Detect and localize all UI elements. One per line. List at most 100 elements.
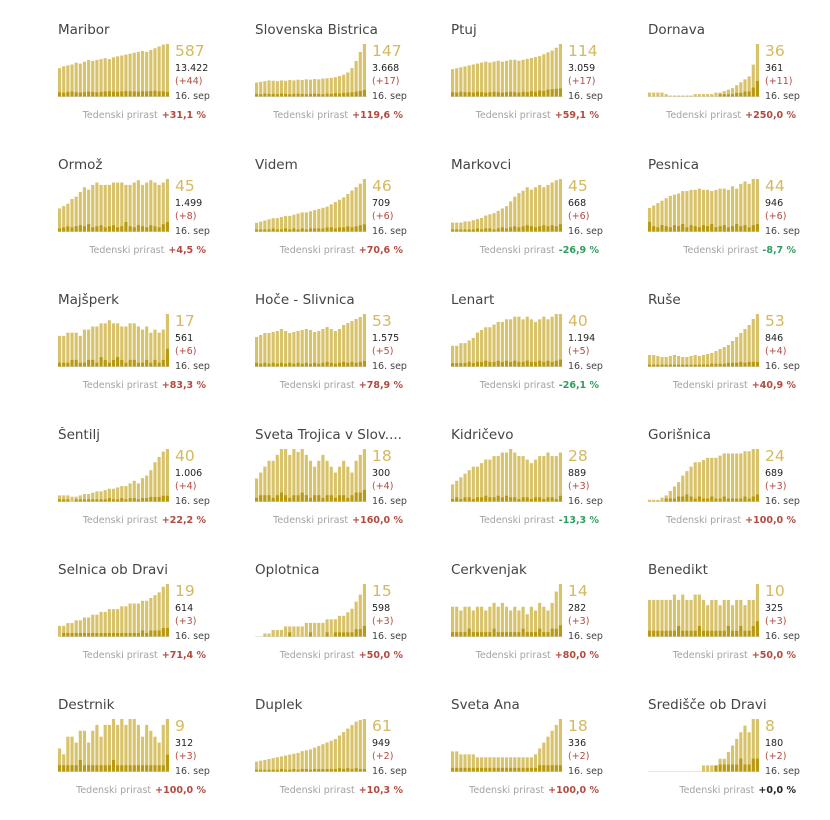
active-cases-bar <box>735 738 739 772</box>
new-cases-bar <box>263 495 267 502</box>
new-cases-bar <box>120 226 124 232</box>
active-cases-bar <box>275 331 279 367</box>
active-cases-bar <box>463 343 467 367</box>
active-cases-bar <box>722 347 726 367</box>
active-cases-bar <box>267 460 271 502</box>
new-cases-bar <box>480 497 484 502</box>
active-cases-bar <box>136 483 140 502</box>
new-cases-bar <box>362 625 366 637</box>
weekly-growth-value: -13,3 % <box>558 515 599 526</box>
new-cases-bar <box>317 228 321 232</box>
new-cases-bar <box>124 362 128 367</box>
active-cases-bar <box>259 335 263 367</box>
date-label: 16. sep <box>568 631 603 642</box>
active-cases-bar <box>722 453 726 502</box>
weekly-growth-value: -26,9 % <box>558 245 599 256</box>
active-cases-bar <box>87 189 91 232</box>
active-cases-bar <box>91 60 95 97</box>
active-cases-bar <box>471 337 475 367</box>
new-cases-bar <box>755 80 759 97</box>
active-cases: 147 <box>372 42 402 60</box>
active-cases-bar <box>480 62 484 97</box>
active-cases-bar <box>701 94 706 97</box>
active-cases-bar <box>62 754 66 772</box>
municipality-card: Cerkvenjak 14 282 (+3) 16. sep Tedenski prira… <box>451 562 626 672</box>
active-cases-bar <box>504 606 509 637</box>
active-cases-bar <box>554 591 558 637</box>
new-cases-bar <box>517 92 521 97</box>
new-cases-bar <box>668 227 672 232</box>
active-cases-bar <box>354 721 358 772</box>
new-cases-bar <box>484 632 488 637</box>
municipality-name: Središče ob Dravi <box>648 697 767 713</box>
active-cases-bar <box>726 599 730 637</box>
new-cases-bar <box>145 227 149 232</box>
active-cases: 14 <box>568 582 588 600</box>
new-cases-bar <box>550 225 554 232</box>
new-cases-bar <box>99 499 103 502</box>
active-cases-bar <box>346 323 350 367</box>
new-cases-bar <box>656 364 660 367</box>
active-cases-bar <box>455 345 459 367</box>
active-cases-bar <box>275 81 279 97</box>
municipality-name: Cerkvenjak <box>451 562 527 578</box>
new-cases-bar <box>78 225 82 232</box>
new-cases-bar <box>718 363 722 367</box>
municipality-card: Slovenska Bistrica 147 3.668 (+17) 16. sep Te… <box>255 22 430 132</box>
new-cases-bar <box>558 88 562 97</box>
active-cases-bar <box>525 459 529 502</box>
new-cases-bar <box>111 759 116 772</box>
new-cases-bar <box>730 764 735 772</box>
new-cases-bar <box>140 498 145 502</box>
active-cases-bar <box>488 757 492 772</box>
active-cases-bar <box>149 730 153 772</box>
municipality-name: Lenart <box>451 292 495 308</box>
active-cases-bar <box>82 61 87 97</box>
active-cases-bar <box>533 754 538 772</box>
new-cases-bar <box>463 497 467 502</box>
active-cases-bar <box>300 626 304 637</box>
new-cases-bar <box>329 768 333 772</box>
active-cases-bar <box>342 460 346 502</box>
active-cases-bar <box>145 326 149 367</box>
active-cases-bar <box>467 606 471 637</box>
total-cases: 1.006 <box>175 468 203 479</box>
active-cases-bar <box>697 356 701 367</box>
date-label: 16. sep <box>765 361 800 372</box>
active-cases-bar <box>271 332 275 367</box>
weekly-growth-label: Tedenski prirast <box>666 110 742 121</box>
new-cases-bar <box>95 226 99 232</box>
new-cases-bar <box>308 632 313 637</box>
new-cases-bar <box>554 628 558 637</box>
active-cases-bar <box>546 610 550 637</box>
new-cases-bar <box>664 364 668 367</box>
active-cases: 17 <box>175 312 195 330</box>
new-cases-bar <box>120 765 124 772</box>
new-cases-bar <box>308 769 313 772</box>
daily-change: (+17) <box>372 76 400 87</box>
active-cases-bar <box>62 495 66 502</box>
new-cases-bar <box>677 226 681 232</box>
active-cases-bar <box>70 64 74 97</box>
date-label: 16. sep <box>175 766 210 777</box>
new-cases-bar <box>538 90 542 97</box>
new-cases-bar <box>480 632 484 637</box>
new-cases-bar <box>718 630 722 637</box>
weekly-growth-label: Tedenski prirast <box>672 380 748 391</box>
new-cases-bar <box>726 625 730 637</box>
new-cases-bar <box>66 765 70 772</box>
new-cases-bar <box>62 765 66 772</box>
active-cases-bar <box>279 80 284 97</box>
active-cases-bar <box>706 457 710 502</box>
active-cases-bar <box>488 606 492 637</box>
new-cases-bar <box>677 625 681 637</box>
new-cases-bar <box>354 629 358 637</box>
active-cases-bar <box>542 316 546 367</box>
active-cases-bar <box>161 451 165 502</box>
new-cases-bar <box>475 767 480 772</box>
active-cases-bar <box>346 612 350 637</box>
active-cases-bar <box>467 470 471 502</box>
active-cases-bar <box>681 357 685 367</box>
new-cases-bar <box>722 630 726 637</box>
active-cases-bar <box>70 199 74 232</box>
